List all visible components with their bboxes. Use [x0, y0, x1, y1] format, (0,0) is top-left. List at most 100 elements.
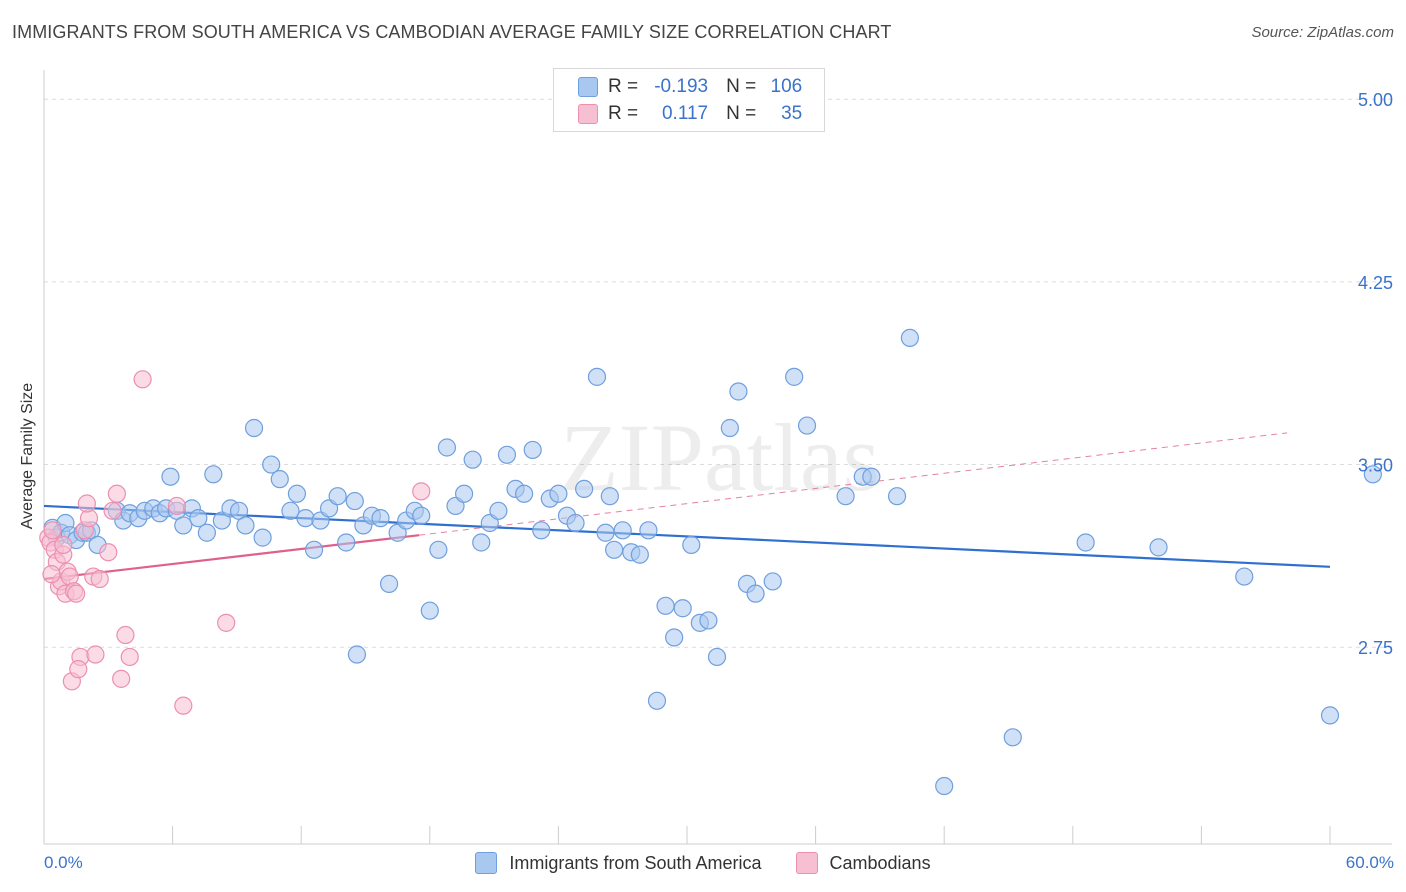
south-america-point	[1363, 465, 1382, 484]
legend-n-value: 106	[770, 76, 803, 97]
south-america-point	[575, 479, 594, 499]
legend-r-value: 0.117	[661, 103, 709, 124]
south-america-point	[699, 611, 718, 630]
legend-swatch-south-america	[578, 77, 598, 97]
y-tick-labels: 2.75 3.50 4.25 5.00	[1358, 90, 1393, 658]
south-america-point	[515, 484, 534, 503]
south-america-point	[454, 484, 474, 503]
cambodian-point	[116, 625, 135, 645]
south-america-point	[189, 509, 208, 528]
cambodian-point	[103, 501, 122, 520]
series-points-0	[43, 328, 1382, 796]
cambodian-point	[174, 696, 193, 715]
south-america-point	[337, 533, 356, 552]
south-america-point	[420, 601, 439, 620]
south-america-point	[497, 445, 517, 464]
cambodian-point	[412, 482, 431, 501]
south-america-point	[746, 584, 765, 603]
south-america-point	[862, 467, 881, 486]
correlation-legend: R = -0.193 N = 106 R = 0.117 N = 35	[553, 68, 825, 132]
south-america-point	[281, 501, 300, 520]
series-legend-south-america[interactable]: Immigrants from South America	[475, 852, 762, 874]
data-points	[39, 328, 1382, 796]
cambodian-point	[54, 535, 73, 555]
series-points-1	[39, 370, 431, 715]
south-america-point	[437, 438, 457, 457]
south-america-point	[665, 628, 684, 647]
south-america-point	[161, 467, 180, 486]
south-america-point	[1003, 728, 1022, 747]
south-america-point	[720, 418, 739, 438]
south-america-point	[836, 487, 855, 506]
south-america-point	[489, 501, 508, 520]
south-america-point	[379, 574, 399, 593]
south-america-point	[328, 487, 347, 506]
cambodian-point	[43, 521, 62, 540]
south-america-point	[253, 528, 272, 547]
south-america-point	[174, 516, 193, 535]
south-america-point	[900, 328, 920, 348]
y-tick-label: 4.25	[1358, 273, 1393, 293]
south-america-point	[673, 599, 692, 618]
cambodian-point	[107, 484, 126, 503]
series-swatch-south-america	[475, 852, 498, 874]
south-america-point	[523, 440, 542, 460]
south-america-point	[287, 484, 307, 503]
cambodian-point	[99, 543, 118, 562]
south-america-point	[244, 418, 264, 438]
series-legend-cambodians[interactable]: Cambodians	[795, 852, 931, 874]
cambodian-point	[77, 494, 96, 513]
south-america-point	[605, 540, 624, 559]
south-america-point	[236, 516, 255, 535]
legend-n-label: N =	[726, 103, 757, 124]
south-america-point	[262, 455, 281, 474]
south-america-point	[647, 691, 667, 710]
y-tick-label: 3.50	[1358, 456, 1393, 476]
south-america-point	[412, 506, 431, 525]
south-america-point	[345, 491, 364, 511]
cambodian-point	[167, 496, 186, 516]
x-tick-label-min: 0.0%	[44, 853, 83, 872]
legend-r-label: R =	[608, 103, 639, 124]
trend-line-1	[43, 534, 420, 581]
south-america-point	[1149, 538, 1168, 557]
south-america-point	[682, 535, 701, 555]
south-america-point	[429, 540, 448, 559]
cambodian-point	[90, 569, 109, 589]
south-america-point	[204, 465, 223, 484]
trend-line-0	[43, 504, 1331, 568]
cambodian-point	[120, 647, 139, 667]
cambodian-point	[69, 660, 88, 679]
south-america-point	[371, 509, 390, 528]
cambodian-point	[42, 565, 61, 584]
south-america-point	[566, 513, 585, 533]
cambodian-point	[133, 370, 152, 389]
south-america-point	[472, 533, 491, 552]
legend-swatch-cambodians	[578, 104, 598, 124]
axes	[43, 70, 1392, 845]
south-america-point	[887, 487, 907, 506]
south-america-point	[613, 521, 632, 540]
south-america-point	[797, 416, 817, 435]
series-swatch-cambodians	[795, 852, 818, 874]
cambodian-point	[217, 613, 236, 632]
south-america-point	[707, 647, 727, 667]
south-america-point	[296, 509, 315, 528]
south-america-point	[630, 545, 649, 564]
series-label-cambodians: Cambodians	[829, 852, 931, 873]
cambodian-point	[86, 645, 105, 664]
chart-title: IMMIGRANTS FROM SOUTH AMERICA VS CAMBODI…	[12, 22, 892, 42]
y-tick-label: 2.75	[1358, 638, 1393, 658]
south-america-point	[656, 596, 675, 615]
south-america-point	[270, 470, 289, 489]
south-america-point	[1320, 706, 1340, 725]
series-label-south-america: Immigrants from South America	[509, 852, 762, 873]
south-america-point	[549, 484, 568, 503]
south-america-point	[600, 487, 619, 506]
south-america-point	[1235, 567, 1254, 586]
south-america-point	[1076, 533, 1095, 552]
south-america-point	[197, 523, 216, 542]
source-note: Source: ZipAtlas.com	[1251, 24, 1394, 41]
grid-lines	[44, 98, 1392, 648]
south-america-point	[304, 540, 324, 559]
